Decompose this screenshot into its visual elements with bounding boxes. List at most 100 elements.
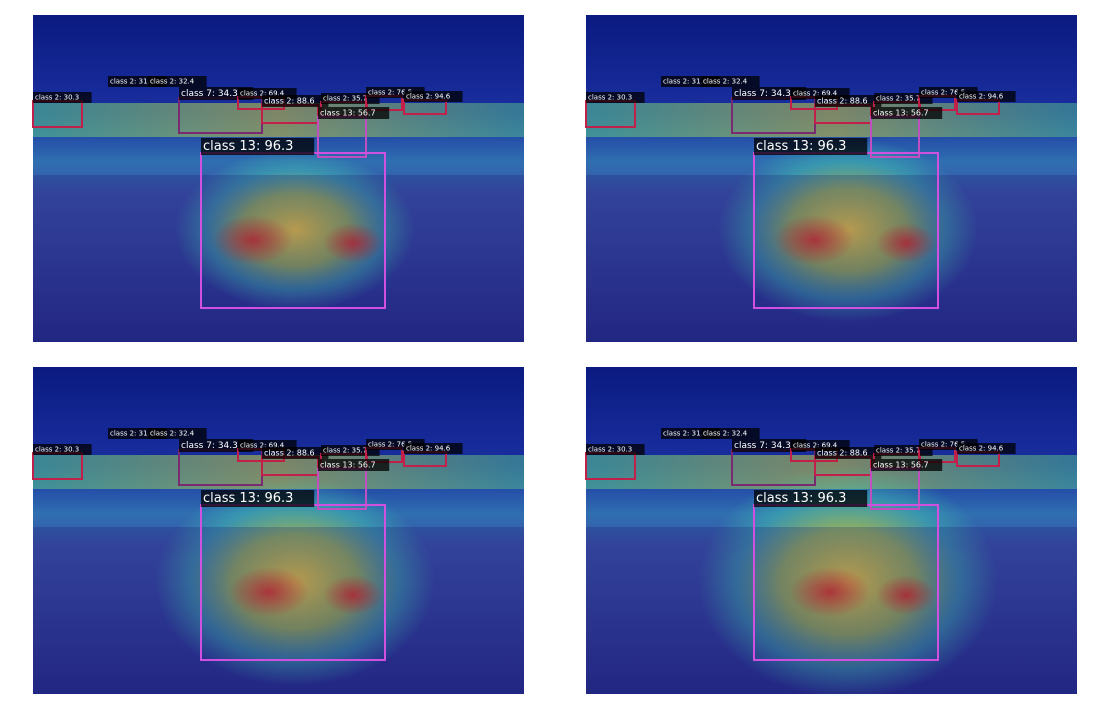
detection-label: class 2: 69.4 (793, 90, 838, 98)
label-bg (366, 87, 425, 98)
detection-label: class 2: 30.3 (588, 94, 632, 102)
label-bg (108, 76, 167, 87)
detection-label: class 13: 96.3 (203, 139, 293, 154)
detection-label: class 7: 34.3 (181, 441, 238, 451)
detection-label: class 13: 56.7 (873, 461, 929, 470)
detection-label: class 2: 31.0 (110, 78, 154, 86)
label-bg (404, 443, 463, 454)
detection-label: class 2: 30.3 (588, 446, 632, 454)
detection-label: class 2: 69.4 (793, 442, 838, 450)
heatmap-red (323, 223, 383, 263)
label-bg (919, 87, 978, 98)
detection-label: class 2: 69.4 (240, 442, 285, 450)
label-bg (871, 107, 943, 119)
ground-shade (586, 527, 1077, 694)
label-bg (33, 92, 92, 103)
detection-label: class 2: 88.6 (264, 97, 315, 106)
detection-label: class 2: 76.5 (921, 89, 965, 97)
label-bg (201, 138, 315, 155)
detection-label: class 2: 32.4 (150, 78, 195, 86)
label-bg (321, 93, 380, 104)
label-bg (815, 95, 882, 107)
label-bg (238, 88, 297, 99)
label-bg (108, 428, 167, 439)
label-bg (366, 439, 425, 450)
detection-label: class 2: 88.6 (817, 97, 868, 106)
detection-label: class 2: 35.7 (323, 447, 367, 455)
detection-label: class 2: 31.0 (663, 430, 707, 438)
detection-label: class 2: 94.6 (406, 445, 451, 453)
ground-shade (33, 175, 524, 342)
detection-label: class 13: 56.7 (320, 109, 376, 118)
detection-label: class 2: 32.4 (703, 78, 748, 86)
label-bg (754, 490, 868, 507)
detection-label: class 2: 76.5 (368, 89, 412, 97)
label-bg (262, 95, 329, 107)
detection-label: class 2: 32.4 (703, 430, 748, 438)
ground-shade (586, 175, 1077, 342)
detection-label: class 13: 96.3 (756, 139, 846, 154)
label-bg (701, 76, 760, 87)
label-bg (874, 93, 933, 104)
detection-label: class 2: 35.7 (876, 95, 920, 103)
detection-label: class 2: 35.7 (876, 447, 920, 455)
label-bg (586, 92, 645, 103)
label-bg (874, 445, 933, 456)
detection-label: class 2: 31.0 (663, 78, 707, 86)
label-bg (919, 439, 978, 450)
detection-label: class 13: 96.3 (203, 491, 293, 506)
label-bg (871, 459, 943, 471)
detection-label: class 2: 94.6 (959, 93, 1004, 101)
detection-label: class 2: 30.3 (35, 446, 79, 454)
detection-label: class 2: 76.5 (921, 441, 965, 449)
detection-label: class 7: 34.3 (734, 441, 791, 451)
detection-label: class 2: 94.6 (959, 445, 1004, 453)
label-bg (791, 88, 850, 99)
label-bg (318, 107, 390, 119)
label-bg (957, 443, 1016, 454)
label-bg (179, 439, 254, 452)
detection-label: class 2: 69.4 (240, 90, 285, 98)
label-bg (957, 91, 1016, 102)
detection-label: class 2: 32.4 (150, 430, 195, 438)
label-bg (33, 444, 92, 455)
heatmap-red (213, 215, 293, 265)
label-bg (754, 138, 868, 155)
detection-label: class 2: 88.6 (817, 449, 868, 458)
label-bg (201, 490, 315, 507)
label-bg (262, 447, 329, 459)
label-bg (791, 440, 850, 451)
label-bg (732, 439, 807, 452)
heatmap-red (876, 575, 936, 615)
label-bg (318, 459, 390, 471)
label-bg (586, 444, 645, 455)
heatmap-red (790, 567, 870, 617)
detection-label: class 2: 31.0 (110, 430, 154, 438)
ground-shade (33, 527, 524, 694)
label-bg (179, 87, 254, 100)
heatmap-red (876, 223, 936, 263)
detection-label: class 13: 56.7 (873, 109, 929, 118)
heatmap-red (229, 567, 309, 617)
detection-label: class 13: 96.3 (756, 491, 846, 506)
label-bg (701, 428, 760, 439)
detection-label: class 2: 88.6 (264, 449, 315, 458)
detection-label: class 7: 34.3 (734, 89, 791, 99)
label-bg (815, 447, 882, 459)
label-bg (148, 76, 207, 87)
label-bg (148, 428, 207, 439)
detection-label: class 2: 30.3 (35, 94, 79, 102)
detection-label: class 2: 94.6 (406, 93, 451, 101)
label-bg (321, 445, 380, 456)
heatmap-red (774, 215, 854, 265)
label-bg (661, 428, 720, 439)
heatmap-hot (175, 150, 415, 310)
heatmap-red (323, 575, 383, 615)
detection-label: class 2: 76.5 (368, 441, 412, 449)
